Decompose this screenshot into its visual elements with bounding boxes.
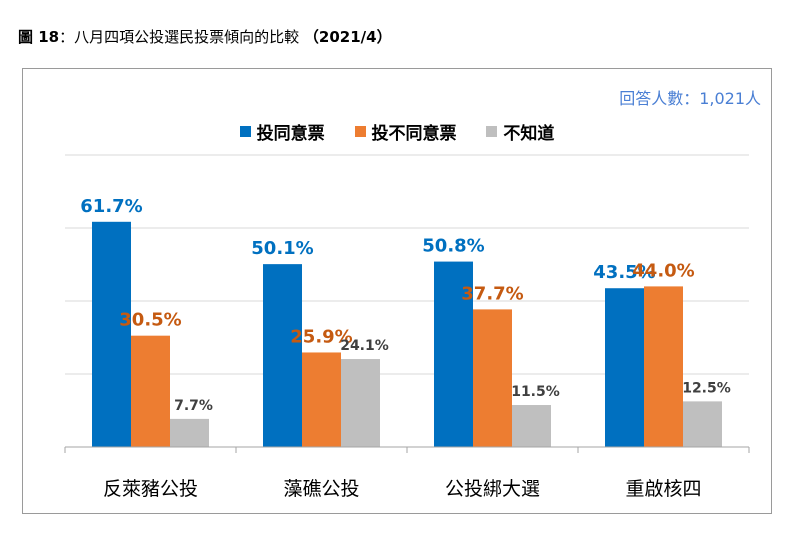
bar xyxy=(170,418,209,447)
figure-year: （2021/4） xyxy=(303,28,392,46)
data-label: 7.7% xyxy=(174,398,213,414)
data-label: 12.5% xyxy=(682,380,731,396)
chart-legend: 投同意票 投不同意票 不知道 xyxy=(23,119,771,144)
bar xyxy=(512,405,551,447)
data-label: 43.5% xyxy=(593,262,655,283)
bar xyxy=(473,309,512,447)
bar xyxy=(341,359,380,447)
chart-frame: 回答人數：1,021人 投同意票 投不同意票 不知道 61.7% 30.5% 7.7… xyxy=(22,68,772,514)
data-label: 25.9% xyxy=(290,326,352,347)
bar xyxy=(605,288,644,447)
figure-separator: ： xyxy=(59,28,75,46)
bar xyxy=(92,221,131,447)
bar xyxy=(263,264,302,447)
legend-swatch-disagree xyxy=(354,126,366,137)
bar-chart: 61.7% 30.5% 7.7% 反萊豬公投 50.1% 25.9%24.1% 藻礁公投 50… xyxy=(64,154,750,500)
data-label: 30.5% xyxy=(119,310,181,331)
legend-swatch-agree xyxy=(239,126,251,137)
legend-item-agree: 投同意票 xyxy=(239,119,325,144)
bar xyxy=(644,286,683,447)
bar xyxy=(131,335,170,447)
legend-item-disagree: 投不同意票 xyxy=(354,119,457,144)
data-label: 37.7% xyxy=(461,283,523,304)
category-label: 公投綁大選 xyxy=(445,478,540,500)
bar xyxy=(434,261,473,447)
figure-title-text: 八月四項公投選民投票傾向的比較 xyxy=(74,28,300,46)
data-label: 24.1% xyxy=(340,338,389,354)
data-label: 11.5% xyxy=(511,384,560,400)
legend-label-agree: 投同意票 xyxy=(256,124,325,144)
data-label: 61.7% xyxy=(80,196,142,217)
respondent-count: 回答人數：1,021人 xyxy=(619,89,761,108)
bar xyxy=(302,352,341,447)
data-label: 44.0% xyxy=(632,260,694,281)
legend-label-unknown: 不知道 xyxy=(503,124,555,144)
category-label: 重啟核四 xyxy=(625,478,701,500)
figure-title: 圖 18：八月四項公投選民投票傾向的比較 （2021/4） xyxy=(18,26,392,47)
figure-number: 圖 18 xyxy=(18,28,60,46)
legend-swatch-unknown xyxy=(486,126,498,137)
legend-label-disagree: 投不同意票 xyxy=(371,124,457,144)
bar xyxy=(683,401,722,447)
data-label: 50.8% xyxy=(422,236,484,257)
category-label: 藻礁公投 xyxy=(283,478,359,500)
legend-item-unknown: 不知道 xyxy=(486,119,554,144)
category-label: 反萊豬公投 xyxy=(103,478,198,500)
data-label: 50.1% xyxy=(251,238,313,259)
